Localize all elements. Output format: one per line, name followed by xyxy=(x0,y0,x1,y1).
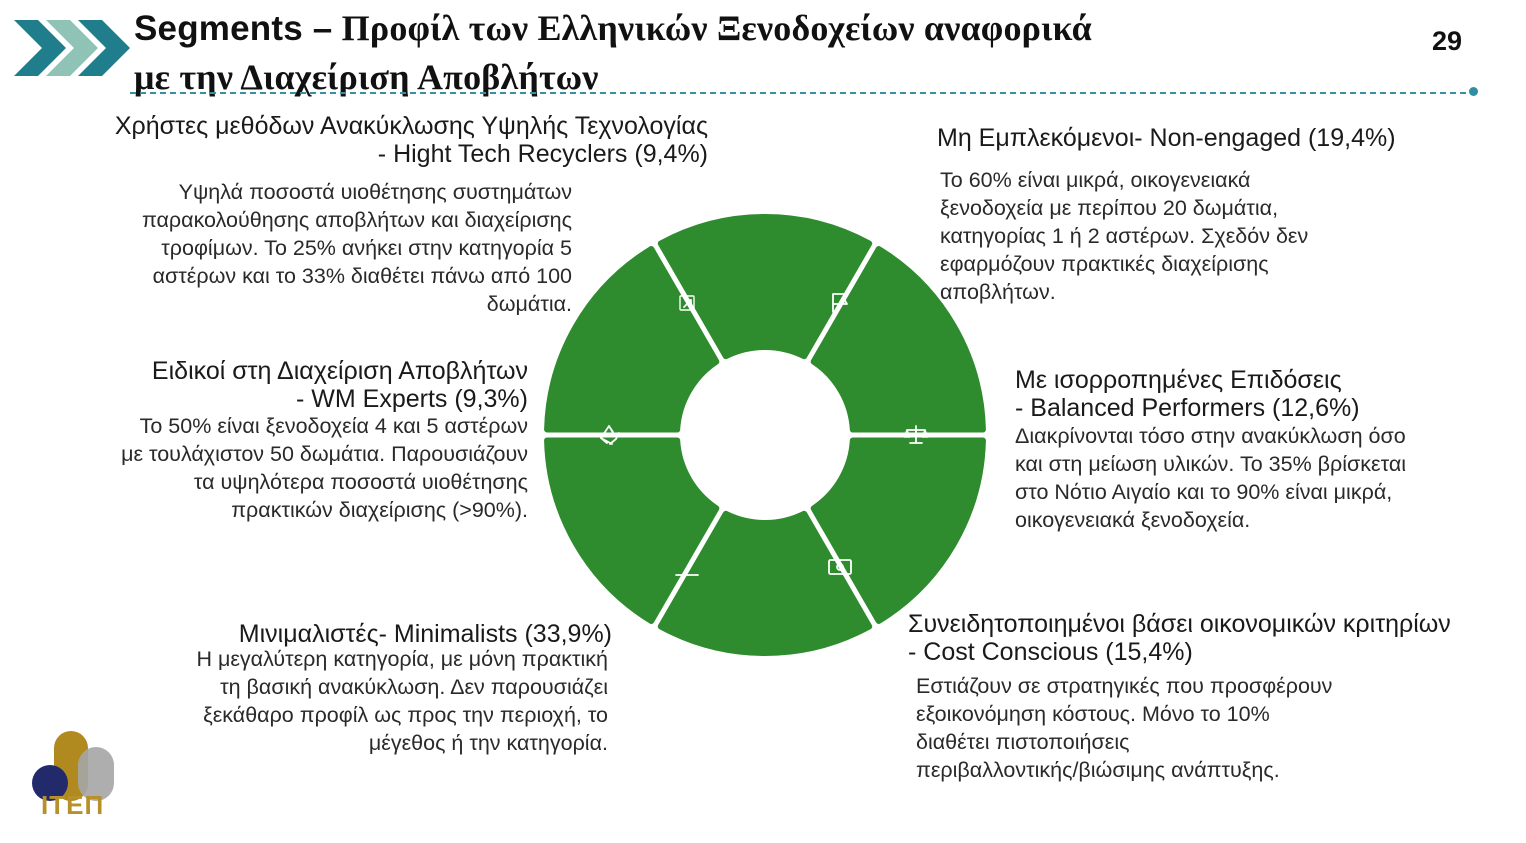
desc-line: δωμάτια. xyxy=(486,292,572,316)
desc-line: και στη μείωση υλικών. Το 35% βρίσκεται xyxy=(1015,452,1407,476)
segment-title-line: Μη Εμπλεκόμενοι- Non-engaged (19,4%) xyxy=(937,124,1396,152)
desc-line: με τουλάχιστον 50 δωμάτια. Παρουσιάζουν xyxy=(121,442,528,466)
desc-line: πρακτικών διαχείρισης (>90%). xyxy=(231,498,528,522)
segment-desc-minimalists: Η μεγαλύτερη κατηγορία, με μόνη πρακτική… xyxy=(90,645,608,757)
desc-line: Η μεγαλύτερη κατηγορία, με μόνη πρακτική xyxy=(196,647,608,671)
itep-logo xyxy=(32,731,114,801)
banknote-icon xyxy=(828,559,852,575)
desc-line: παρακολούθησης αποβλήτων και διαχείρισης xyxy=(141,208,572,232)
segment-desc-hightech: Υψηλά ποσοστά υιοθέτησης συστημάτων παρα… xyxy=(40,178,572,318)
desc-line: αστέρων και το 33% διαθέτει πάνω από 100 xyxy=(152,264,572,288)
title-rest: Προφίλ των Ελληνικών Ξενοδοχείων αναφορι… xyxy=(332,8,1092,48)
segment-title-line: - Balanced Performers (12,6%) xyxy=(1015,394,1360,422)
desc-line: τα υψηλότερα ποσοστά υιοθέτησης xyxy=(193,470,528,494)
desc-line: εξοικονόμηση κόστους. Μόνο το 10% xyxy=(916,702,1270,726)
desc-line: Εστιάζουν σε στρατηγικές που προσφέρουν xyxy=(916,674,1333,698)
divider-dot xyxy=(1469,87,1478,96)
segment-title-line: - Hight Tech Recyclers (9,4%) xyxy=(377,140,708,168)
desc-line: τη βασική ανακύκλωση. Δεν παρουσιάζει xyxy=(220,675,608,699)
segment-title-nonengaged: Μη Εμπλεκόμενοι- Non-engaged (19,4%) xyxy=(937,124,1497,152)
desc-line: οικογενειακά ξενοδοχεία. xyxy=(1015,508,1251,532)
title-lead: Segments – xyxy=(134,9,333,48)
desc-line: Το 60% είναι μικρά, οικογενειακά xyxy=(940,168,1251,192)
title-line-2: με την Διαχείριση Αποβλήτων xyxy=(134,57,599,97)
arrow-up-right-icon xyxy=(679,295,695,311)
segment-title-line: Ειδικοί στη Διαχείριση Αποβλήτων xyxy=(151,357,528,385)
sector-minimalists xyxy=(657,510,873,656)
desc-line: μέγεθος ή την κατηγορία. xyxy=(368,731,608,755)
chevron-arrows-icon xyxy=(14,20,130,76)
segment-title-line: Χρήστες μεθόδων Ανακύκλωσης Υψηλής Τεχνο… xyxy=(114,112,708,140)
segment-desc-balanced: Διακρίνονται τόσο στην ανακύκλωση όσο κα… xyxy=(1015,422,1515,534)
desc-line: Το 50% είναι ξενοδοχεία 4 και 5 αστέρων xyxy=(139,414,528,438)
segment-desc-costconscious: Εστιάζουν σε στρατηγικές που προσφέρουν … xyxy=(916,672,1456,784)
segment-title-line: - Cost Conscious (15,4%) xyxy=(908,638,1193,666)
desc-line: ξεκάθαρο προφίλ ως προς την περιοχή, το xyxy=(203,703,608,727)
desc-line: Υψηλά ποσοστά υιοθέτησης συστημάτων xyxy=(178,180,572,204)
segment-title-minimalists: Μινιμαλιστές- Minimalists (33,9%) xyxy=(100,620,612,648)
desc-line: αποβλήτων. xyxy=(940,280,1056,304)
sector-balanced xyxy=(810,246,986,433)
desc-line: ξενοδοχεία με περίπου 20 δωμάτια, xyxy=(940,196,1279,220)
sector-hightech xyxy=(544,246,720,433)
segment-title-costconscious: Συνειδητοποιημένοι βάσει οικονομικών κρι… xyxy=(908,610,1520,666)
segment-title-line: - WM Experts (9,3%) xyxy=(296,385,528,413)
header-divider xyxy=(130,92,1476,94)
page-title: Segments – Προφίλ των Ελληνικών Ξενοδοχε… xyxy=(134,4,1234,101)
segment-title-line: Με ισορροπημένες Επιδόσεις xyxy=(1015,366,1342,394)
segment-desc-wmexperts: Το 50% είναι ξενοδοχεία 4 και 5 αστέρων … xyxy=(20,412,528,524)
desc-line: στο Νότιο Αιγαίο και το 90% είναι μικρά, xyxy=(1015,480,1393,504)
segment-title-line: Μινιμαλιστές- Minimalists (33,9%) xyxy=(238,620,612,648)
logo-text: ΙΤΕΠ xyxy=(41,790,105,820)
sector-wmexperts xyxy=(544,437,720,624)
desc-line: περιβαλλοντικής/βιώσιμης ανάπτυξης. xyxy=(916,758,1280,782)
page-number: 29 xyxy=(1432,26,1463,56)
segment-title-line: Συνειδητοποιημένοι βάσει οικονομικών κρι… xyxy=(908,610,1451,638)
desc-line: εφαρμόζουν πρακτικές διαχείρισης xyxy=(940,252,1269,276)
desc-line: Διακρίνονται τόσο στην ανακύκλωση όσο xyxy=(1015,424,1406,448)
recycle-icon xyxy=(600,425,620,445)
desc-line: τροφίμων. Το 25% ανήκει στην κατηγορία 5 xyxy=(161,236,572,260)
segment-desc-nonengaged: Το 60% είναι μικρά, οικογενειακά ξενοδοχ… xyxy=(940,166,1420,306)
segment-wheel xyxy=(544,214,986,656)
scale-icon xyxy=(903,425,929,444)
sector-costconscious xyxy=(810,437,986,624)
segment-title-hightech: Χρήστες μεθόδων Ανακύκλωσης Υψηλής Τεχνο… xyxy=(14,112,708,168)
desc-line: διαθέτει πιστοποιήσεις xyxy=(916,730,1130,754)
sector-nonengaged xyxy=(657,214,873,360)
segment-title-wmexperts: Ειδικοί στη Διαχείριση Αποβλήτων - WM Ex… xyxy=(60,357,528,413)
segment-title-balanced: Με ισορροπημένες Επιδόσεις - Balanced Pe… xyxy=(1015,366,1495,422)
flag-icon xyxy=(832,293,848,313)
desc-line: κατηγορίας 1 ή 2 αστέρων. Σχεδόν δεν xyxy=(940,224,1309,248)
